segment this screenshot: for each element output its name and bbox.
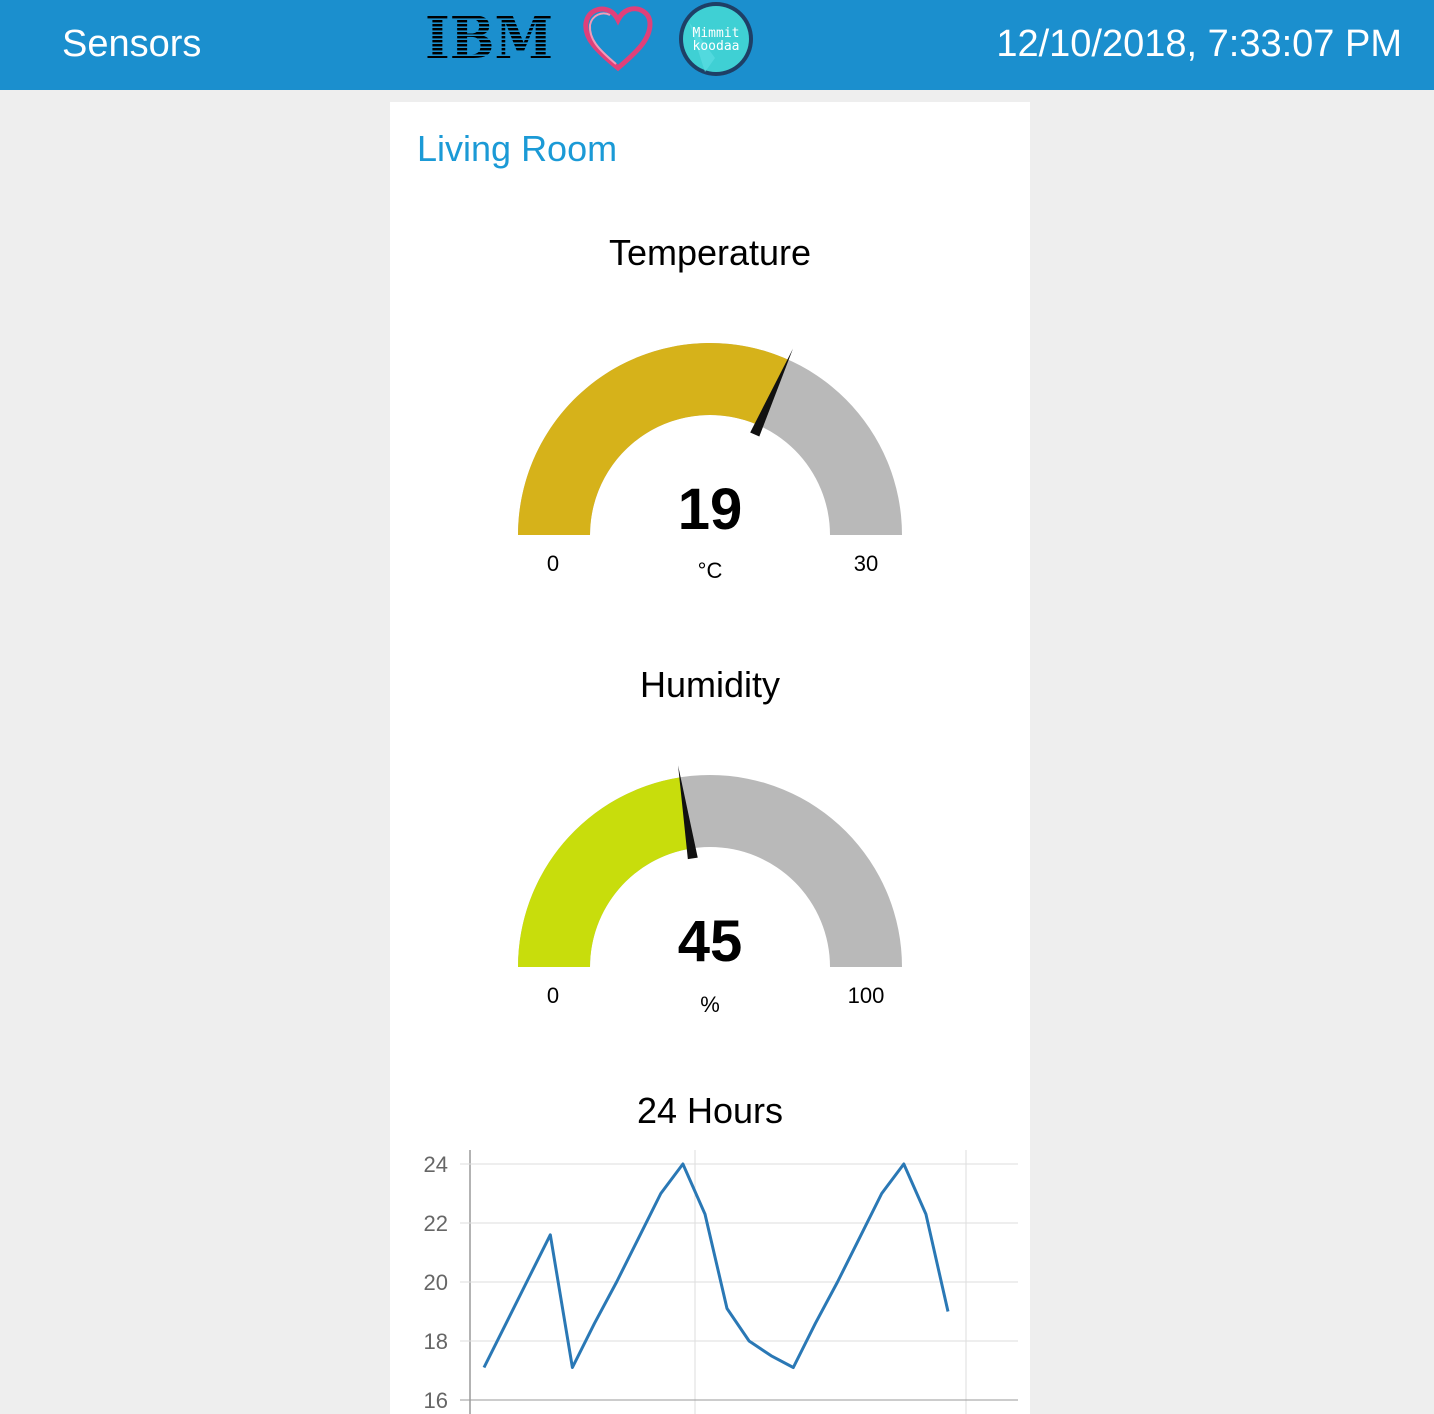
heart-icon bbox=[583, 6, 653, 72]
temperature-gauge-needle bbox=[750, 348, 793, 437]
humidity-title: Humidity bbox=[639, 664, 781, 705]
humidity-gauge-needle bbox=[678, 765, 698, 860]
ibm-logo: IBM bbox=[425, 8, 553, 62]
humidity-gauge-fill bbox=[518, 777, 692, 967]
chart-grid bbox=[460, 1150, 1018, 1414]
badge-text-2: koodaa bbox=[693, 39, 740, 54]
chart-y-tick-label: 16 bbox=[424, 1388, 448, 1413]
top-bar: Sensors IBM Mimmit koodaa 12/10/2018, 7:… bbox=[0, 0, 1434, 90]
humidity-min-label: 0 bbox=[547, 983, 559, 1008]
humidity-max-label: 100 bbox=[848, 983, 885, 1008]
humidity-value: 45 bbox=[678, 909, 743, 974]
humidity-gauge: 45 % 0 100 bbox=[518, 765, 902, 1017]
temperature-unit: °C bbox=[698, 558, 723, 583]
chart-y-tick-label: 22 bbox=[424, 1211, 448, 1236]
datetime-display: 12/10/2018, 7:33:07 PM bbox=[996, 23, 1402, 65]
temperature-gauge: 19 °C 0 30 bbox=[518, 342, 902, 583]
temperature-max-label: 30 bbox=[854, 551, 878, 576]
chart-y-ticks: 24 22 20 18 16 bbox=[424, 1152, 448, 1413]
badge-text-1: Mimmit bbox=[693, 26, 740, 41]
temperature-min-label: 0 bbox=[547, 551, 559, 576]
chart-series-line bbox=[482, 1162, 950, 1369]
page-title: Sensors bbox=[62, 23, 202, 65]
24-hours-line-chart: 24 22 20 18 16 bbox=[424, 1150, 1018, 1414]
temperature-title: Temperature bbox=[608, 232, 812, 273]
chart-y-tick-label: 24 bbox=[424, 1152, 448, 1177]
ibm-logo-text: IBM bbox=[425, 8, 553, 62]
chart-y-tick-label: 20 bbox=[424, 1270, 448, 1295]
humidity-unit: % bbox=[700, 992, 720, 1017]
group-title: Living Room bbox=[417, 128, 618, 169]
temperature-value: 19 bbox=[678, 477, 743, 542]
chart-title: 24 Hours bbox=[636, 1090, 784, 1131]
chart-y-tick-label: 18 bbox=[424, 1329, 448, 1354]
living-room-card: Living Room Temperature 19 °C 0 30 Humid… bbox=[390, 102, 1030, 1414]
mimmit-koodaa-badge: Mimmit koodaa bbox=[679, 2, 753, 76]
temperature-gauge-fill bbox=[518, 342, 789, 535]
